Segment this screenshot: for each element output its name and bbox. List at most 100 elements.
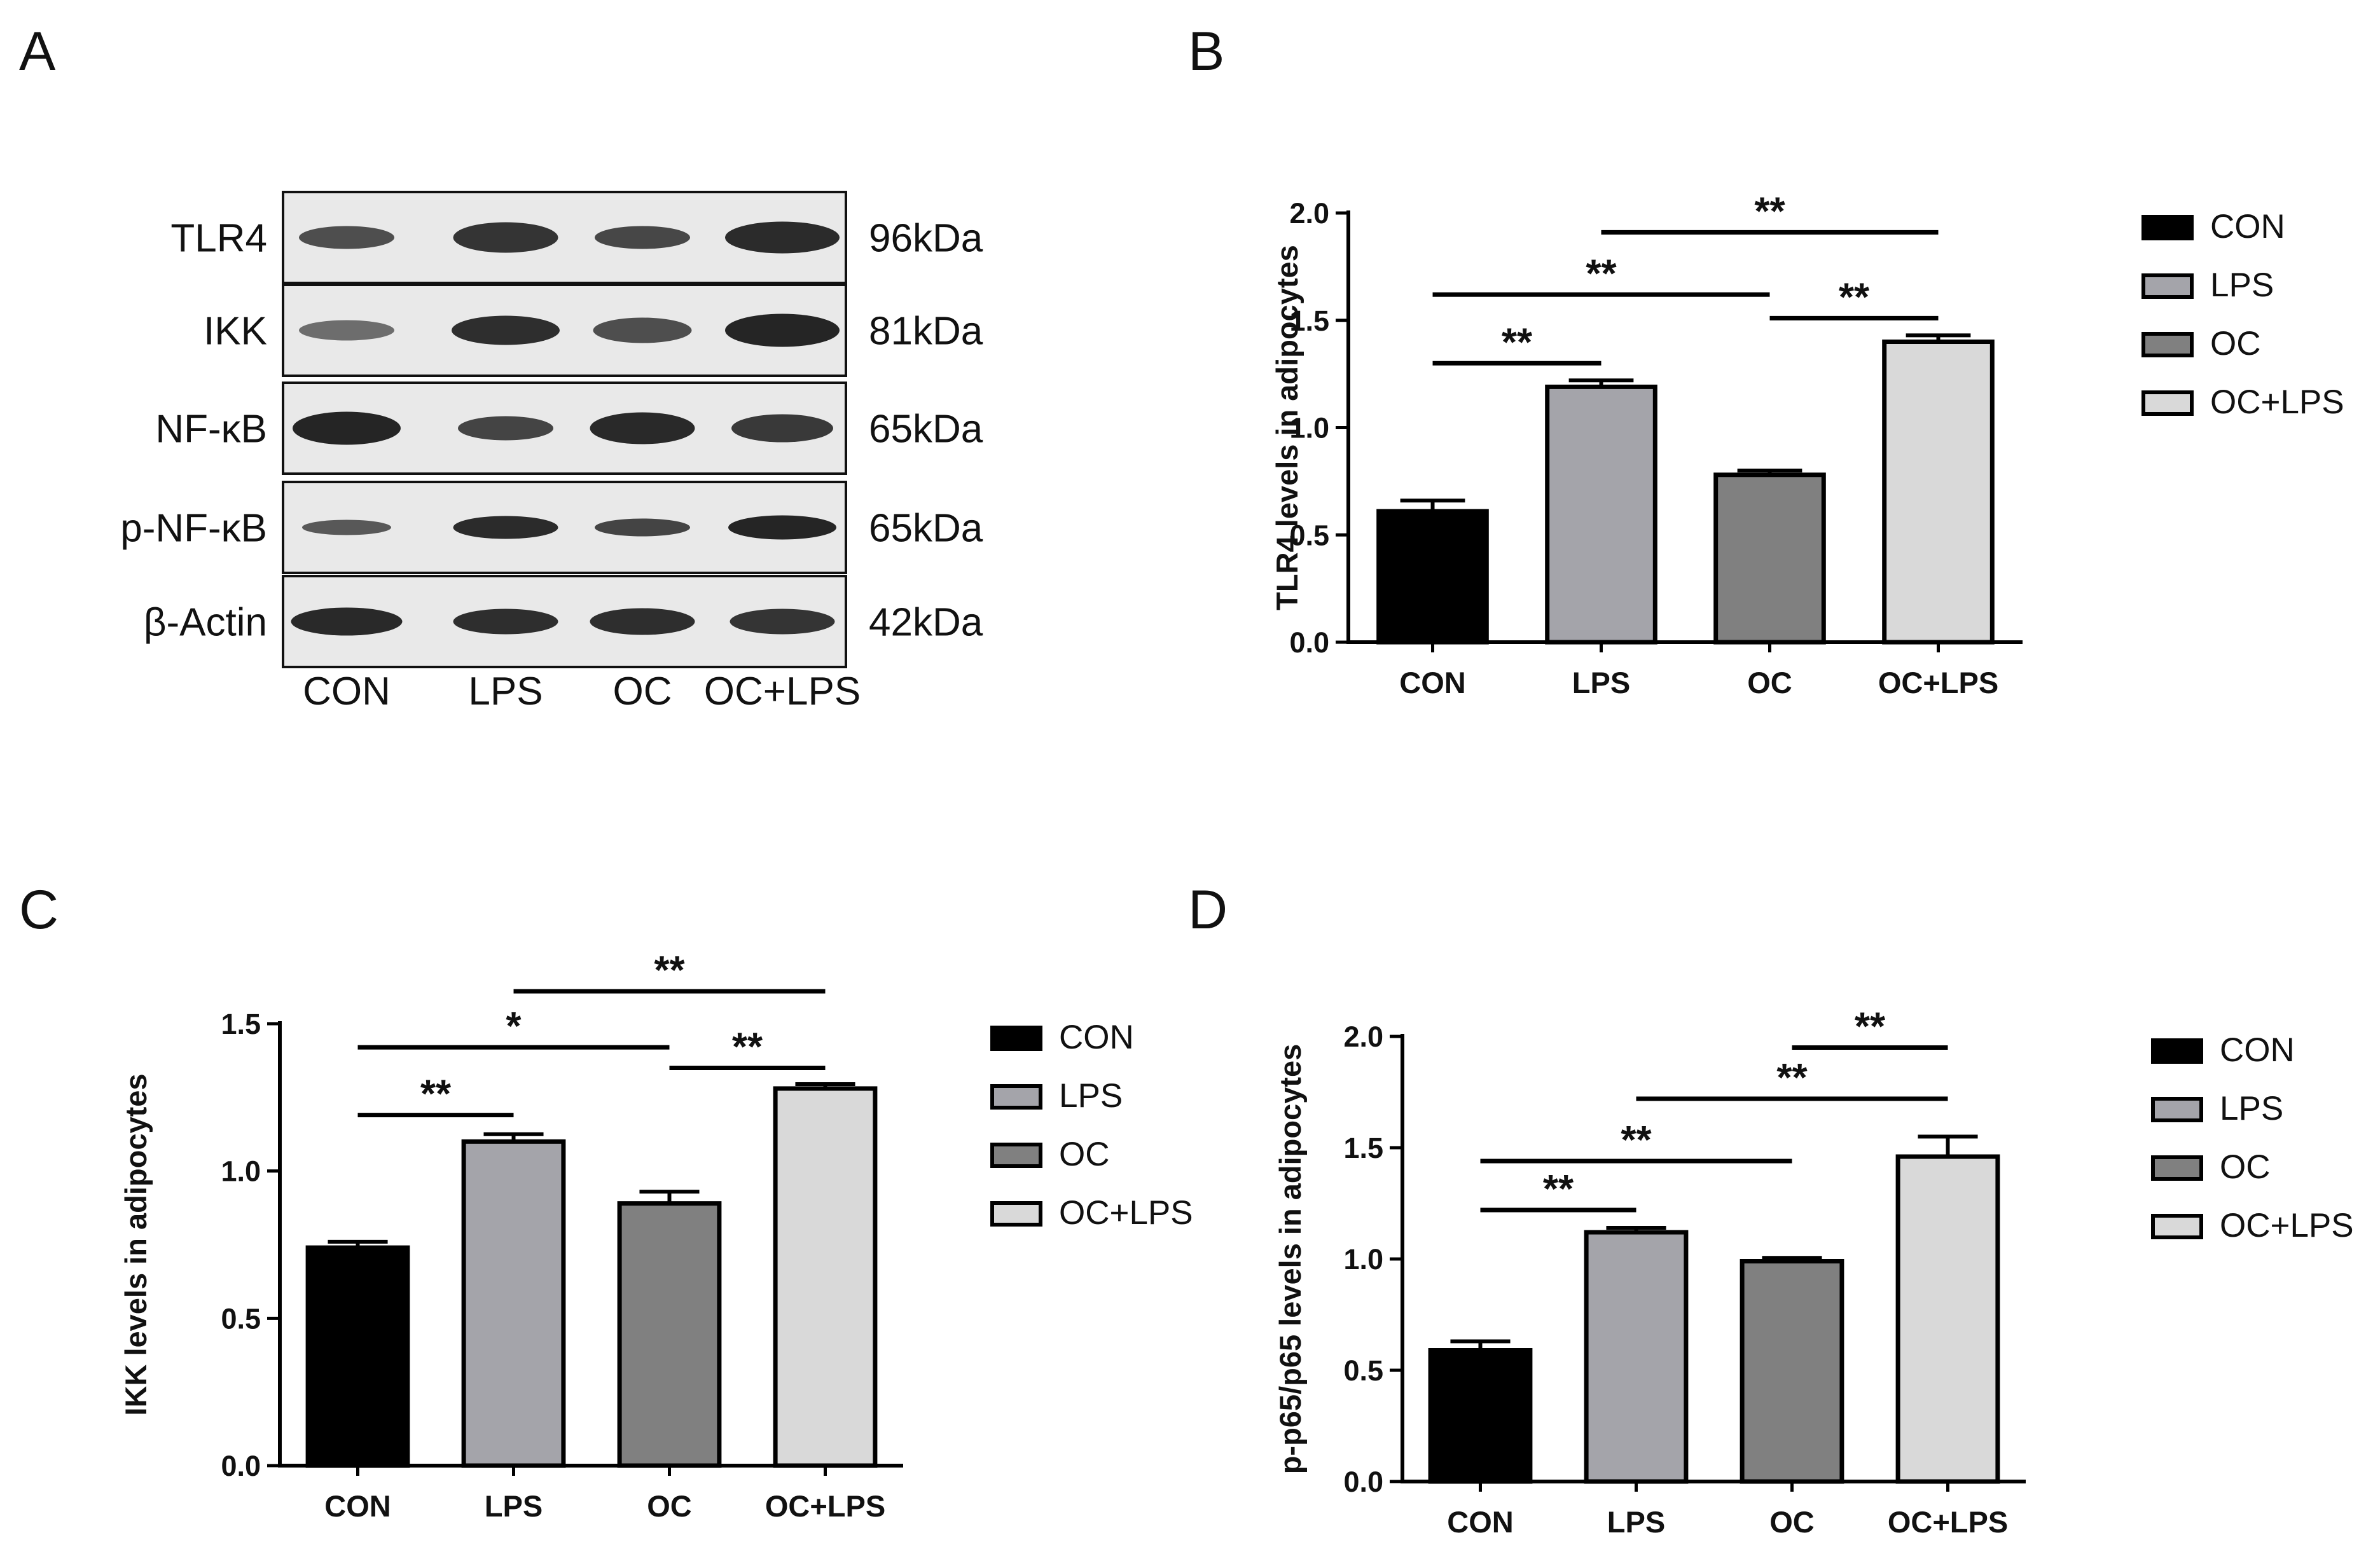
category-label-lps: LPS: [1572, 666, 1630, 699]
band-beta-actin-oc: [590, 608, 695, 635]
legend-label-oc: OC: [2220, 1148, 2271, 1186]
significance-mark: **: [1839, 275, 1870, 319]
band-p-nf-kb-lps: [453, 516, 558, 539]
bar-oc: [1740, 1259, 1844, 1484]
category-label-oc: OC: [647, 1489, 692, 1523]
significance-mark: **: [654, 949, 685, 993]
error-bar-oc-plus-lps: [795, 1082, 855, 1089]
legend-swatch-oc: [2141, 332, 2194, 357]
significance-mark: **: [1586, 252, 1617, 296]
band-p-nf-kb-oc-plus-lps: [728, 515, 836, 540]
p-p65-bar-chart: 0.0 0.5 1.0 1.5 2.0 CON LPS OC OC+LPS p-p65/p65 l…: [1273, 1005, 2354, 1539]
y-tick-label: 0.5: [221, 1302, 261, 1335]
significance-mark: *: [506, 1005, 522, 1049]
significance-mark: **: [1855, 1005, 1886, 1049]
category-label-con: CON: [324, 1489, 391, 1523]
band-beta-actin-oc-plus-lps: [730, 609, 835, 635]
significance-mark: **: [1543, 1167, 1574, 1211]
y-tick-label: 0.0: [1289, 626, 1329, 659]
bar-lps: [461, 1139, 566, 1468]
band-ikk-lps: [452, 315, 560, 345]
category-label-lps: LPS: [1607, 1505, 1665, 1539]
significance-mark: **: [732, 1026, 763, 1069]
band-ikk-con: [299, 320, 394, 341]
band-tlr4-lps: [453, 222, 558, 253]
y-tick-label: 0.0: [221, 1450, 261, 1482]
error-bar-oc-plus-lps: [1906, 333, 1971, 342]
band-tlr4-oc: [595, 226, 690, 249]
category-label-oc-plus-lps: OC+LPS: [1888, 1505, 2008, 1539]
blot-strip-beta-actin: [282, 575, 847, 668]
significance-mark: **: [1502, 320, 1533, 364]
legend-swatch-lps: [2151, 1097, 2203, 1122]
band-nf-kb-oc-plus-lps: [731, 414, 833, 443]
significance-mark: **: [1776, 1056, 1808, 1100]
y-tick-label: 0.0: [1343, 1466, 1383, 1498]
bar-oc-plus-lps: [1895, 1154, 2000, 1484]
legend-label-con: CON: [2220, 1031, 2295, 1069]
y-tick-label: 1.0: [1289, 412, 1329, 444]
blot-strip-ikk: [282, 284, 847, 377]
blot-protein-label: NF-κB: [155, 408, 267, 451]
bar-oc-plus-lps: [1882, 340, 1995, 645]
y-axis-title: IKK levels in adipocytes: [119, 1073, 153, 1415]
band-ikk-oc: [593, 317, 692, 343]
western-blot-panel: TLR4 96kDa IKK 81kDa NF-κB 65kDa p-NF-κB 65kDa β…: [120, 191, 983, 713]
blot-weight-label: 42kDa: [869, 601, 983, 645]
y-axis-title: TLR4 levels in adipocytes: [1270, 245, 1304, 610]
bar-con: [1428, 1348, 1533, 1484]
bar-lps: [1545, 384, 1657, 645]
category-label-con: CON: [1447, 1505, 1513, 1539]
band-beta-actin-con: [291, 607, 403, 636]
blot-protein-label: p-NF-κB: [120, 507, 267, 551]
legend-swatch-lps: [2141, 273, 2194, 299]
legend-swatch-con: [990, 1026, 1042, 1051]
legend-label-lps: LPS: [2210, 266, 2274, 304]
y-tick-label: 1.0: [221, 1155, 261, 1188]
legend-label-lps: LPS: [1059, 1077, 1123, 1115]
y-axis-title: p-p65/p65 levels in adipocytes: [1273, 1044, 1307, 1475]
bar-oc: [1713, 472, 1826, 645]
bar-oc-plus-lps: [773, 1086, 878, 1468]
error-bar-lps: [1568, 378, 1634, 387]
legend-label-oc-plus-lps: OC+LPS: [1059, 1194, 1193, 1232]
panel-label-a: A: [19, 21, 56, 82]
band-nf-kb-con: [293, 411, 401, 445]
band-tlr4-con: [299, 226, 394, 249]
y-tick-label: 0.5: [1289, 519, 1329, 551]
band-beta-actin-lps: [453, 609, 558, 635]
legend-label-oc: OC: [1059, 1136, 1110, 1173]
y-tick-label: 2.0: [1289, 197, 1329, 230]
category-label-oc: OC: [1747, 666, 1792, 699]
ikk-bar-chart: 0.0 0.5 1.0 1.5 CON LPS OC OC+LPS IKK levels in …: [119, 949, 1193, 1523]
blot-lane-label: CON: [303, 670, 391, 713]
legend-label-con: CON: [1059, 1019, 1134, 1056]
legend-swatch-con: [2151, 1038, 2203, 1064]
blot-strip-p-nf-kb: [282, 481, 847, 574]
legend-swatch-oc-plus-lps: [2141, 390, 2194, 416]
y-tick-label: 1.5: [221, 1008, 261, 1040]
category-label-oc-plus-lps: OC+LPS: [765, 1489, 885, 1523]
bar-lps: [1584, 1230, 1689, 1484]
y-tick-label: 1.5: [1343, 1132, 1383, 1164]
tlr4-bar-chart: 0.0 0.5 1.0 1.5 2.0 CON LPS OC OC+LPS TLR4 levels…: [1270, 189, 2344, 699]
blot-protein-label: TLR4: [170, 217, 267, 261]
legend-swatch-lps: [990, 1084, 1042, 1110]
y-tick-label: 1.0: [1343, 1243, 1383, 1276]
band-p-nf-kb-oc: [595, 518, 690, 537]
category-label-lps: LPS: [485, 1489, 543, 1523]
blot-protein-label: β-Actin: [144, 601, 267, 645]
y-tick-label: 2.0: [1343, 1021, 1383, 1053]
error-bar-lps: [483, 1132, 544, 1142]
blot-lane-label: LPS: [468, 670, 543, 713]
blot-lane-label: OC+LPS: [704, 670, 861, 713]
significance-mark: **: [1621, 1118, 1652, 1162]
category-label-oc-plus-lps: OC+LPS: [1878, 666, 1998, 699]
legend-swatch-oc: [2151, 1155, 2203, 1181]
panel-label-d: D: [1188, 879, 1228, 940]
legend-label-con: CON: [2210, 208, 2285, 245]
category-label-con: CON: [1399, 666, 1465, 699]
bar-con: [1376, 509, 1489, 645]
category-label-oc: OC: [1769, 1505, 1815, 1539]
